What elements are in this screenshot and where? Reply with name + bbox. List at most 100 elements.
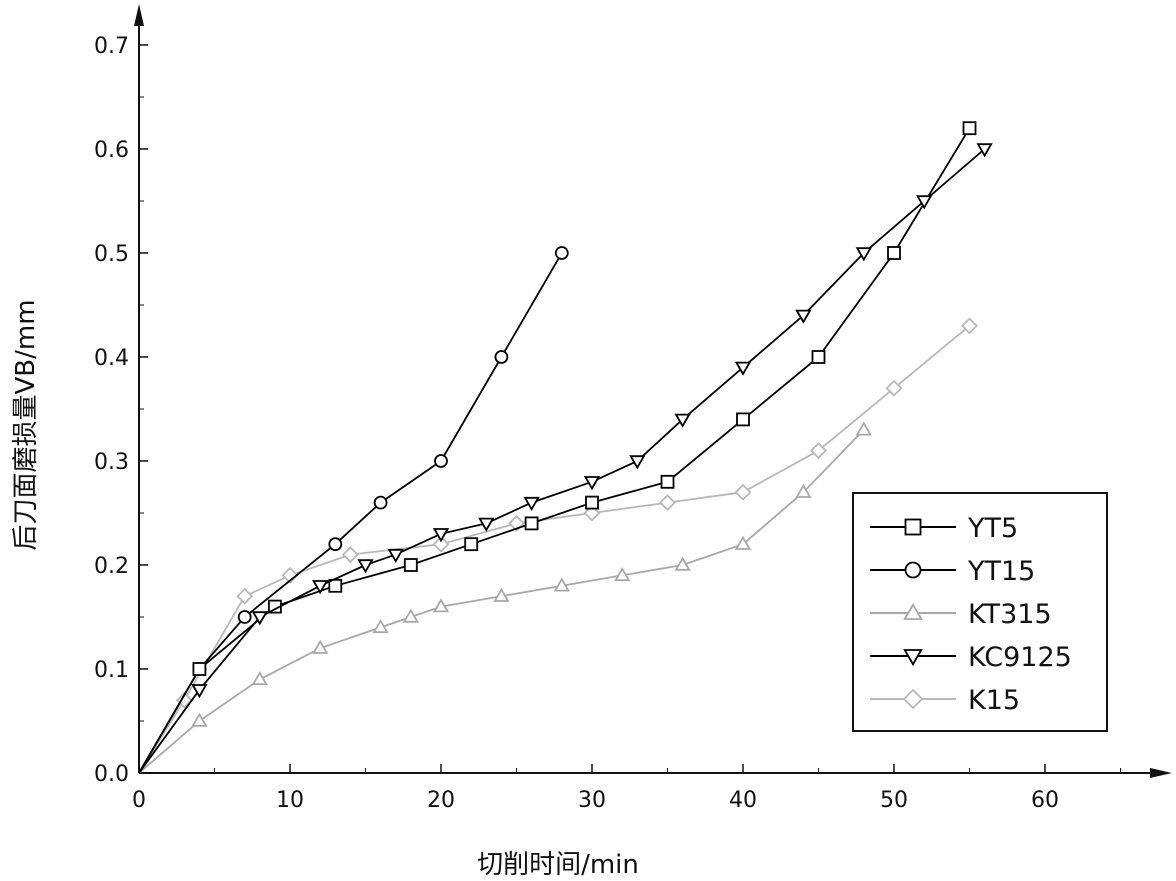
data-point: [387, 548, 404, 563]
x-tick-label: 20: [427, 788, 455, 813]
data-point: [916, 195, 933, 210]
data-point: [478, 517, 495, 532]
data-point: [328, 537, 343, 552]
data-point: [583, 476, 601, 491]
legend-item-kt315: KT315: [870, 599, 1052, 630]
y-tick-label: 0.7: [94, 34, 129, 59]
x-tick-label: 30: [578, 788, 606, 813]
data-point: [554, 246, 569, 260]
y-tick-label: 0.4: [94, 346, 129, 371]
data-point: [734, 361, 752, 376]
y-tick-label: 0.2: [94, 554, 129, 579]
data-point: [736, 412, 750, 427]
data-point: [434, 454, 448, 468]
data-point: [523, 496, 540, 511]
legend-marker: [904, 518, 922, 536]
data-point: [855, 421, 872, 436]
x-tick-label: 40: [729, 788, 757, 813]
data-point: [357, 559, 374, 574]
legend-marker: [902, 688, 924, 710]
y-axis-arrow: [134, 4, 144, 26]
data-point: [493, 587, 510, 602]
data-point: [191, 684, 208, 699]
data-point: [795, 309, 812, 324]
y-tick-label: 0.1: [94, 658, 129, 683]
series-kc9125: [138, 143, 993, 774]
data-point: [660, 474, 675, 489]
data-point: [976, 143, 993, 158]
legend-label: KC9125: [968, 642, 1072, 673]
data-point: [734, 535, 752, 550]
data-point: [432, 528, 450, 543]
series-line: [138, 252, 563, 774]
series-k15: [138, 317, 978, 774]
legend-item-yt5: YT5: [870, 513, 1018, 544]
data-point: [432, 598, 450, 613]
data-point: [192, 662, 207, 676]
series-layer: [138, 121, 993, 774]
data-point: [885, 379, 903, 397]
data-point: [524, 516, 539, 531]
data-point: [961, 317, 978, 335]
data-point: [795, 483, 812, 498]
series-yt15: [138, 246, 569, 774]
series-kt315: [138, 421, 872, 774]
data-point: [236, 587, 254, 605]
data-point: [659, 494, 676, 512]
x-axis-title: 切削时间/min: [477, 850, 639, 880]
axis-ticks: 0 10 20 30 40 50 60 0.0 0.1 0.2 0.3 0.4 0.5 0.6 0.7: [94, 34, 1121, 813]
data-point: [373, 495, 388, 510]
data-point: [855, 247, 872, 262]
data-point: [674, 556, 691, 571]
data-point: [312, 580, 329, 595]
legend-marker: [904, 561, 922, 579]
data-point: [251, 611, 268, 626]
data-point: [281, 566, 299, 584]
data-point: [811, 350, 826, 364]
data-point: [341, 546, 359, 564]
legend-item-kc9125: KC9125: [870, 642, 1072, 673]
y-axis-title: 后刀面磨损量VB/mm: [11, 299, 41, 550]
legend-label: KT315: [968, 599, 1052, 630]
data-point: [734, 483, 752, 501]
series-line: [138, 127, 971, 774]
legend-item-yt15: YT15: [870, 556, 1035, 587]
data-point: [810, 442, 827, 460]
data-point: [887, 246, 901, 260]
legend: YT5 YT15 KT315 KC9125 K15: [852, 492, 1108, 732]
data-point: [432, 535, 450, 553]
data-point: [629, 455, 646, 470]
y-tick-label: 0.0: [94, 762, 129, 787]
legend-label: K15: [968, 685, 1020, 716]
data-point: [553, 577, 570, 592]
legend-marker: [903, 602, 923, 620]
data-point: [251, 671, 268, 686]
legend-item-k15: K15: [870, 685, 1020, 716]
data-point: [585, 495, 599, 510]
x-tick-label: 10: [276, 788, 304, 813]
data-point: [175, 691, 193, 709]
data-point: [464, 537, 479, 552]
data-point: [494, 350, 509, 364]
data-point: [402, 608, 419, 623]
data-point: [237, 610, 252, 624]
series-line: [138, 429, 865, 774]
data-point: [674, 413, 691, 428]
x-tick-label: 0: [132, 788, 146, 813]
legend-marker: [903, 649, 923, 667]
x-axis-arrow: [1150, 768, 1172, 778]
y-tick-label: 0.6: [94, 138, 129, 163]
data-point: [614, 567, 631, 582]
data-point: [312, 639, 329, 654]
data-point: [962, 121, 977, 136]
y-tick-label: 0.3: [94, 450, 129, 475]
series-line: [138, 325, 971, 774]
x-tick-label: 60: [1031, 788, 1059, 813]
y-tick-label: 0.5: [94, 242, 129, 267]
series-yt5: [138, 121, 977, 774]
legend-label: YT15: [967, 556, 1035, 587]
data-point: [403, 558, 418, 572]
data-point: [372, 619, 389, 634]
axes: [134, 4, 1172, 778]
